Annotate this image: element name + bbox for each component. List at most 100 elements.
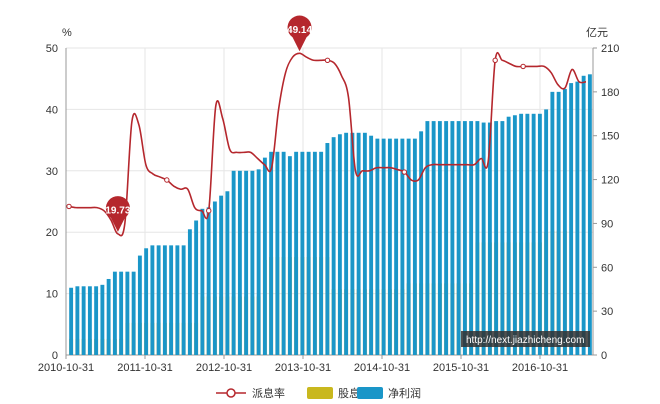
net-profit-bar[interactable] bbox=[275, 151, 280, 355]
net-profit-bar[interactable] bbox=[225, 191, 230, 355]
net-profit-bar[interactable] bbox=[125, 271, 130, 355]
net-profit-bar[interactable] bbox=[262, 157, 267, 355]
net-profit-bar[interactable] bbox=[356, 132, 361, 355]
net-profit-bar[interactable] bbox=[200, 208, 205, 355]
net-profit-bar[interactable] bbox=[69, 287, 74, 355]
net-profit-bar[interactable] bbox=[269, 151, 274, 355]
net-profit-bar[interactable] bbox=[131, 271, 136, 355]
net-profit-bar[interactable] bbox=[431, 121, 436, 355]
net-profit-bar[interactable] bbox=[537, 113, 542, 355]
net-profit-bar[interactable] bbox=[94, 286, 99, 355]
watermark-background bbox=[461, 331, 590, 347]
net-profit-bar[interactable] bbox=[512, 115, 517, 355]
right-axis-tick-label: 210 bbox=[601, 43, 619, 55]
net-profit-bar[interactable] bbox=[75, 286, 80, 355]
net-profit-bar[interactable] bbox=[137, 255, 142, 355]
payout-ratio-point[interactable] bbox=[206, 208, 212, 214]
net-profit-bar[interactable] bbox=[319, 151, 324, 355]
net-profit-bar[interactable] bbox=[331, 137, 336, 355]
net-profit-bar[interactable] bbox=[556, 91, 561, 356]
x-axis-tick-label: 2011-10-31 bbox=[117, 362, 172, 374]
net-profit-bar[interactable] bbox=[250, 170, 255, 355]
net-profit-bar[interactable] bbox=[444, 121, 449, 355]
net-profit-bar[interactable] bbox=[169, 245, 174, 355]
net-profit-bar[interactable] bbox=[81, 286, 86, 355]
net-profit-bar[interactable] bbox=[456, 121, 461, 355]
net-profit-bar[interactable] bbox=[181, 245, 186, 355]
net-profit-bar[interactable] bbox=[406, 138, 411, 355]
net-profit-bar[interactable] bbox=[462, 121, 467, 355]
net-profit-bar[interactable] bbox=[87, 286, 92, 355]
net-profit-bar[interactable] bbox=[306, 151, 311, 355]
net-profit-bar[interactable] bbox=[362, 132, 367, 355]
legend-item-payout-ratio[interactable]: 派息率 bbox=[216, 386, 285, 400]
net-profit-bar[interactable] bbox=[106, 278, 111, 355]
net-profit-bar[interactable] bbox=[350, 132, 355, 355]
net-profit-bar[interactable] bbox=[394, 138, 399, 355]
net-profit-bar[interactable] bbox=[212, 201, 217, 356]
net-profit-bar[interactable] bbox=[300, 151, 305, 355]
net-profit-bar[interactable] bbox=[587, 74, 592, 355]
net-profit-bar[interactable] bbox=[525, 113, 530, 355]
net-profit-bar[interactable] bbox=[487, 122, 492, 355]
legend-item-dividend[interactable]: 股息 bbox=[307, 386, 360, 400]
net-profit-bar[interactable] bbox=[400, 138, 405, 355]
net-profit-bar[interactable] bbox=[375, 138, 380, 355]
net-profit-bar[interactable] bbox=[219, 195, 224, 355]
net-profit-bar[interactable] bbox=[244, 170, 249, 355]
net-profit-bar[interactable] bbox=[544, 109, 549, 356]
net-profit-bar[interactable] bbox=[187, 229, 192, 355]
net-profit-bar[interactable] bbox=[206, 207, 211, 355]
net-profit-bar[interactable] bbox=[425, 121, 430, 355]
net-profit-bar[interactable] bbox=[500, 121, 505, 355]
net-profit-bar[interactable] bbox=[387, 138, 392, 355]
net-profit-bar[interactable] bbox=[519, 113, 524, 355]
net-profit-bar[interactable] bbox=[175, 245, 180, 355]
net-profit-bar[interactable] bbox=[550, 91, 555, 356]
net-profit-bar[interactable] bbox=[112, 271, 117, 355]
net-profit-bar[interactable] bbox=[237, 170, 242, 355]
payout-ratio-point[interactable] bbox=[492, 57, 498, 63]
net-profit-bar[interactable] bbox=[119, 271, 124, 355]
net-profit-bar[interactable] bbox=[475, 121, 480, 355]
net-profit-bar[interactable] bbox=[419, 131, 424, 355]
net-profit-bar[interactable] bbox=[481, 122, 486, 355]
net-profit-bar[interactable] bbox=[575, 81, 580, 356]
net-profit-bar[interactable] bbox=[494, 121, 499, 355]
payout-ratio-point[interactable] bbox=[401, 169, 408, 175]
net-profit-bar[interactable] bbox=[312, 151, 317, 355]
net-profit-bar[interactable] bbox=[344, 132, 349, 355]
net-profit-bar[interactable] bbox=[162, 245, 167, 355]
net-profit-bar[interactable] bbox=[231, 170, 236, 355]
net-profit-bar[interactable] bbox=[381, 138, 386, 355]
net-profit-bar[interactable] bbox=[287, 156, 292, 355]
net-profit-bar[interactable] bbox=[325, 143, 330, 355]
payout-ratio-point[interactable] bbox=[164, 177, 170, 183]
net-profit-bar[interactable] bbox=[256, 169, 261, 355]
net-profit-bar[interactable] bbox=[100, 284, 105, 355]
net-profit-bar[interactable] bbox=[369, 135, 374, 355]
net-profit-bar[interactable] bbox=[562, 88, 567, 356]
net-profit-bar[interactable] bbox=[437, 121, 442, 355]
net-profit-bar[interactable] bbox=[506, 116, 511, 356]
net-profit-bar[interactable] bbox=[581, 75, 586, 355]
net-profit-bar[interactable] bbox=[569, 83, 574, 355]
payout-ratio-point[interactable] bbox=[520, 63, 526, 70]
net-profit-bar[interactable] bbox=[194, 220, 199, 356]
payout-ratio-point[interactable] bbox=[324, 57, 331, 63]
net-profit-bar[interactable] bbox=[144, 248, 149, 355]
x-axis-tick-label: 2013-10-31 bbox=[275, 362, 331, 374]
net-profit-bar[interactable] bbox=[412, 138, 417, 355]
net-profit-bar[interactable] bbox=[150, 245, 155, 355]
peak-pin-label: 19.73 bbox=[105, 205, 130, 216]
net-profit-bar[interactable] bbox=[156, 245, 161, 355]
net-profit-bar[interactable] bbox=[337, 134, 342, 355]
net-profit-bar[interactable] bbox=[469, 121, 474, 355]
payout-ratio-point[interactable] bbox=[66, 203, 72, 210]
legend-item-net-profit[interactable]: 净利润 bbox=[357, 386, 421, 400]
net-profit-bar[interactable] bbox=[450, 121, 455, 355]
net-profit-bar[interactable] bbox=[294, 151, 299, 355]
net-profit-bar[interactable] bbox=[531, 113, 536, 355]
net-profit-bar[interactable] bbox=[281, 151, 286, 355]
right-axis-unit: 亿元 bbox=[586, 26, 608, 39]
